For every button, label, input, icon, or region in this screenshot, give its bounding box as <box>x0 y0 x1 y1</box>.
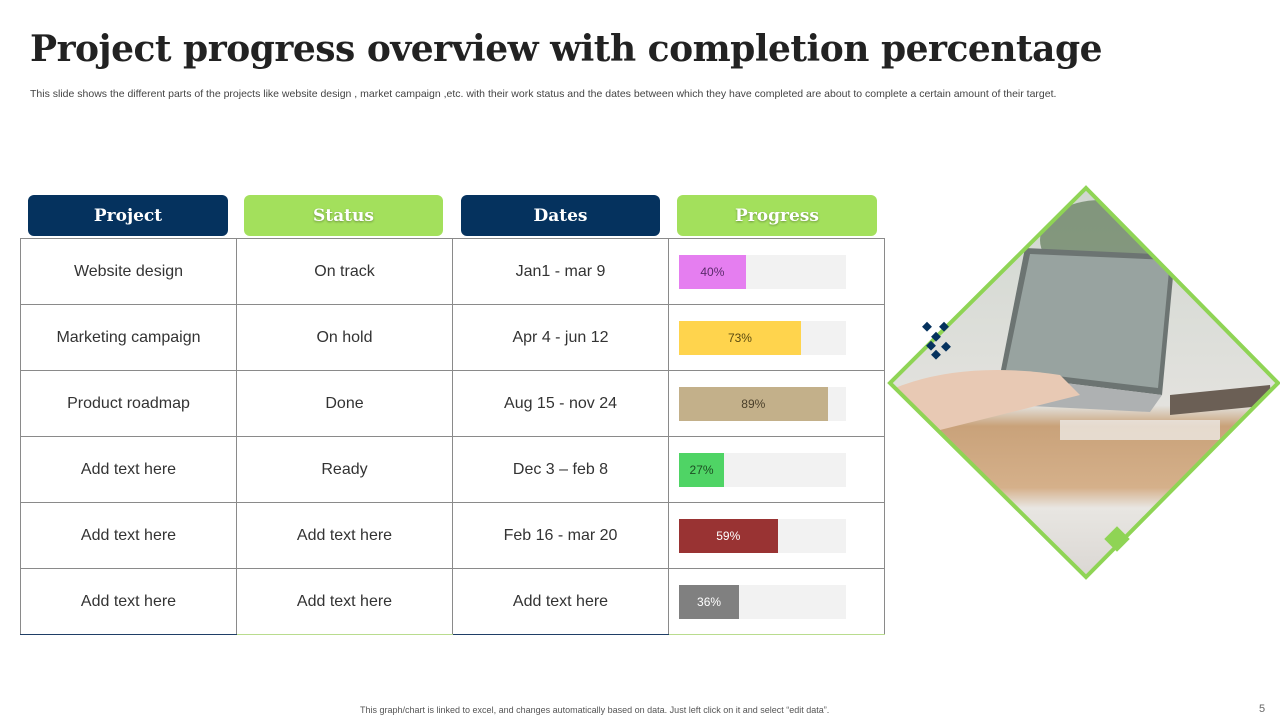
progress-cell: 89% <box>668 370 885 437</box>
table-row: Website design On track Jan1 - mar 9 40% <box>20 238 885 305</box>
table-row: Add text here Ready Dec 3 – feb 8 27% <box>20 436 885 503</box>
project-cell: Add text here <box>20 502 237 569</box>
dates-cell: Dec 3 – feb 8 <box>452 436 669 503</box>
progress-bar-fill: 40% <box>679 254 746 289</box>
dates-cell: Aug 15 - nov 24 <box>452 370 669 437</box>
status-cell: On track <box>236 238 453 305</box>
project-table: Website design On track Jan1 - mar 9 40% Mar… <box>20 238 885 635</box>
progress-cell: 59% <box>668 502 885 569</box>
project-cell: Marketing campaign <box>20 304 237 371</box>
dates-cell: Feb 16 - mar 20 <box>452 502 669 569</box>
status-cell: Done <box>236 370 453 437</box>
page-title: Project progress overview with completio… <box>30 28 1103 70</box>
progress-bar-fill: 27% <box>679 452 725 487</box>
progress-bar-track: 73% <box>679 320 846 355</box>
table-row: Marketing campaign On hold Apr 4 - jun 12 7… <box>20 304 885 371</box>
dates-cell: Add text here <box>452 568 669 635</box>
status-cell: Ready <box>236 436 453 503</box>
progress-cell: 27% <box>668 436 885 503</box>
header-project: Project <box>28 195 228 236</box>
header-dates: Dates <box>461 195 660 236</box>
dates-cell: Jan1 - mar 9 <box>452 238 669 305</box>
laptop-photo <box>887 185 1280 580</box>
status-cell: Add text here <box>236 568 453 635</box>
dates-cell: Apr 4 - jun 12 <box>452 304 669 371</box>
status-cell: On hold <box>236 304 453 371</box>
progress-bar-fill: 89% <box>679 386 828 421</box>
project-cell: Add text here <box>20 568 237 635</box>
progress-bar-track: 36% <box>679 584 846 619</box>
table-row: Add text here Add text here Feb 16 - mar 2… <box>20 502 885 569</box>
progress-bar-track: 89% <box>679 386 846 421</box>
page-number: 5 <box>1259 703 1266 715</box>
table-row: Add text here Add text here Add text here 3… <box>20 568 885 635</box>
progress-bar-fill: 59% <box>679 518 778 553</box>
page-subtitle: This slide shows the different parts of … <box>30 88 1057 100</box>
header-status: Status <box>244 195 443 236</box>
status-cell: Add text here <box>236 502 453 569</box>
progress-bar-track: 40% <box>679 254 846 289</box>
progress-bar-track: 27% <box>679 452 846 487</box>
table-row: Product roadmap Done Aug 15 - nov 24 89% <box>20 370 885 437</box>
project-cell: Add text here <box>20 436 237 503</box>
progress-cell: 73% <box>668 304 885 371</box>
progress-bar-fill: 36% <box>679 584 740 619</box>
progress-bar-track: 59% <box>679 518 846 553</box>
progress-bar-fill: 73% <box>679 320 801 355</box>
project-cell: Product roadmap <box>20 370 237 437</box>
footer-note: This graph/chart is linked to excel, and… <box>360 705 830 715</box>
header-progress: Progress <box>677 195 877 236</box>
progress-cell: 40% <box>668 238 885 305</box>
progress-cell: 36% <box>668 568 885 635</box>
project-cell: Website design <box>20 238 237 305</box>
